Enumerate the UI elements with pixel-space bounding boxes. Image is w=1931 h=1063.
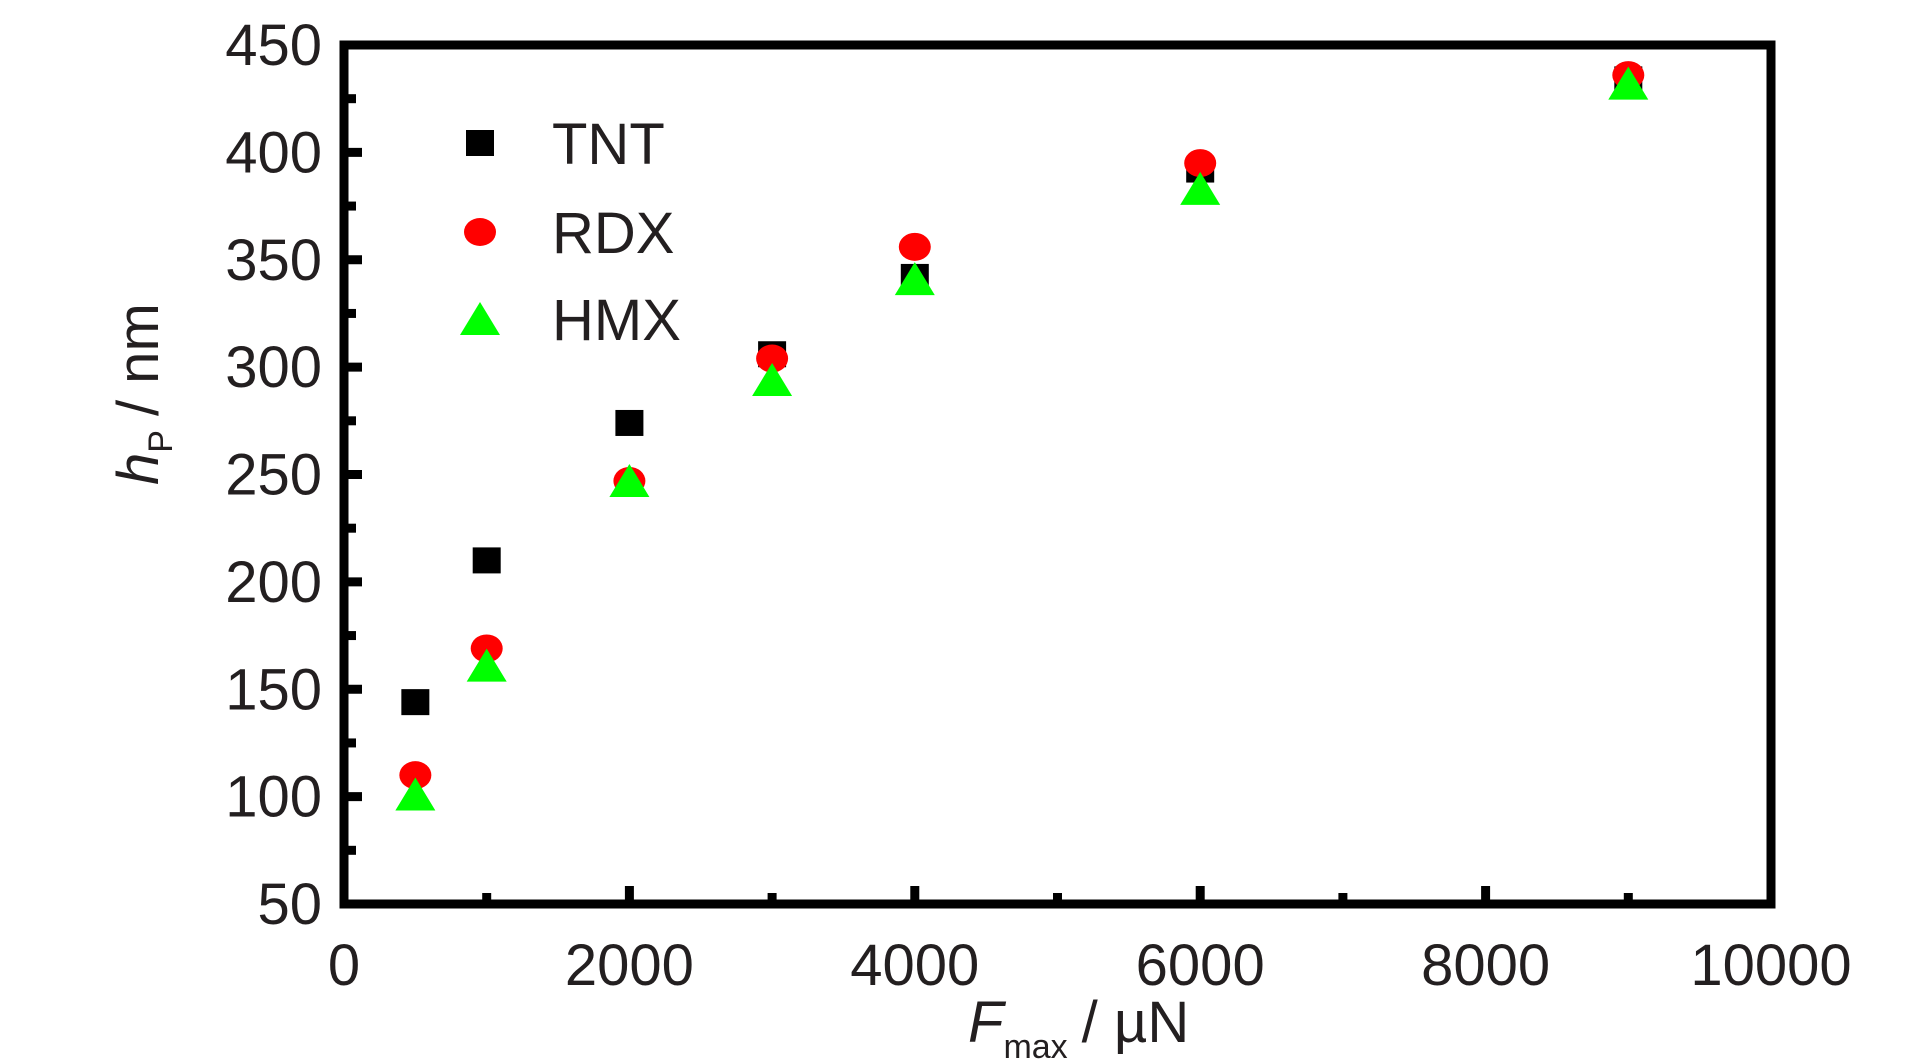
legend-label-rdx: RDX: [552, 201, 674, 266]
x-axis-title-main: F: [968, 990, 1007, 1055]
x-tick-label: 4000: [850, 933, 979, 998]
y-tick-label: 150: [225, 657, 322, 722]
legend-label-tnt: TNT: [552, 112, 665, 177]
legend-label-hmx: HMX: [552, 288, 681, 353]
y-axis-title-unit: / nm: [106, 303, 171, 416]
point-rdx: [399, 761, 432, 790]
point-hmx: [894, 262, 935, 296]
y-tick-label: 350: [225, 228, 322, 293]
legend-marker-tnt: [466, 130, 494, 156]
x-axis-title-unit: / µN: [1082, 990, 1190, 1055]
y-tick-label: 100: [225, 765, 322, 830]
point-rdx: [756, 344, 789, 373]
x-tick-label: 8000: [1421, 933, 1550, 998]
point-hmx: [466, 648, 507, 682]
y-tick-label: 300: [225, 335, 322, 400]
point-tnt: [401, 689, 430, 716]
x-tick-label: 0: [328, 933, 360, 998]
point-hmx: [395, 777, 436, 811]
y-axis-title-main: h: [106, 453, 171, 485]
x-tick-label: 10000: [1690, 933, 1851, 998]
point-tnt: [615, 409, 644, 436]
point-hmx: [1180, 171, 1221, 205]
x-axis-title-sub: max: [1003, 1028, 1067, 1063]
point-hmx: [752, 363, 793, 397]
point-rdx: [470, 634, 503, 663]
point-hmx: [609, 463, 650, 497]
legend-marker-rdx: [464, 218, 496, 246]
y-tick-label: 50: [257, 872, 322, 937]
y-axis-title-sub: P: [142, 430, 180, 453]
y-tick-label: 250: [225, 443, 322, 508]
x-tick-label: 2000: [565, 933, 694, 998]
point-rdx: [1184, 149, 1217, 178]
y-tick-label: 400: [225, 120, 322, 185]
y-tick-label: 450: [225, 13, 322, 78]
y-axis-title: hP / nm: [106, 303, 180, 485]
point-hmx: [1608, 66, 1649, 100]
point-rdx: [898, 232, 931, 261]
legend-marker-hmx: [460, 302, 500, 335]
y-tick-label: 200: [225, 550, 322, 615]
point-tnt: [472, 547, 501, 574]
x-tick-label: 6000: [1136, 933, 1265, 998]
x-axis-title: Fmax / µN: [968, 990, 1189, 1063]
